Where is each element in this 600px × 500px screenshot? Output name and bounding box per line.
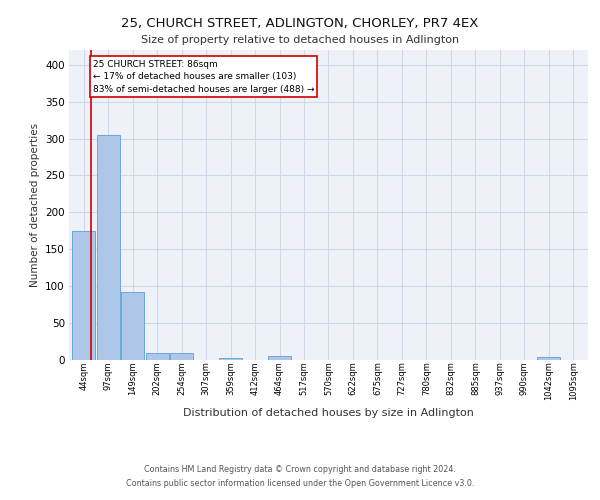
Bar bbox=[170, 352, 193, 360]
Bar bbox=[537, 357, 560, 360]
Text: Contains HM Land Registry data © Crown copyright and database right 2024.
Contai: Contains HM Land Registry data © Crown c… bbox=[126, 466, 474, 487]
Bar bbox=[121, 292, 144, 360]
Bar bbox=[72, 231, 95, 360]
Bar bbox=[97, 135, 120, 360]
Text: Distribution of detached houses by size in Adlington: Distribution of detached houses by size … bbox=[184, 408, 474, 418]
Bar bbox=[268, 356, 291, 360]
Text: 25 CHURCH STREET: 86sqm
← 17% of detached houses are smaller (103)
83% of semi-d: 25 CHURCH STREET: 86sqm ← 17% of detache… bbox=[93, 60, 314, 94]
Text: 25, CHURCH STREET, ADLINGTON, CHORLEY, PR7 4EX: 25, CHURCH STREET, ADLINGTON, CHORLEY, P… bbox=[121, 18, 479, 30]
Bar bbox=[219, 358, 242, 360]
Bar bbox=[146, 354, 169, 360]
Y-axis label: Number of detached properties: Number of detached properties bbox=[29, 123, 40, 287]
Text: Size of property relative to detached houses in Adlington: Size of property relative to detached ho… bbox=[141, 35, 459, 45]
